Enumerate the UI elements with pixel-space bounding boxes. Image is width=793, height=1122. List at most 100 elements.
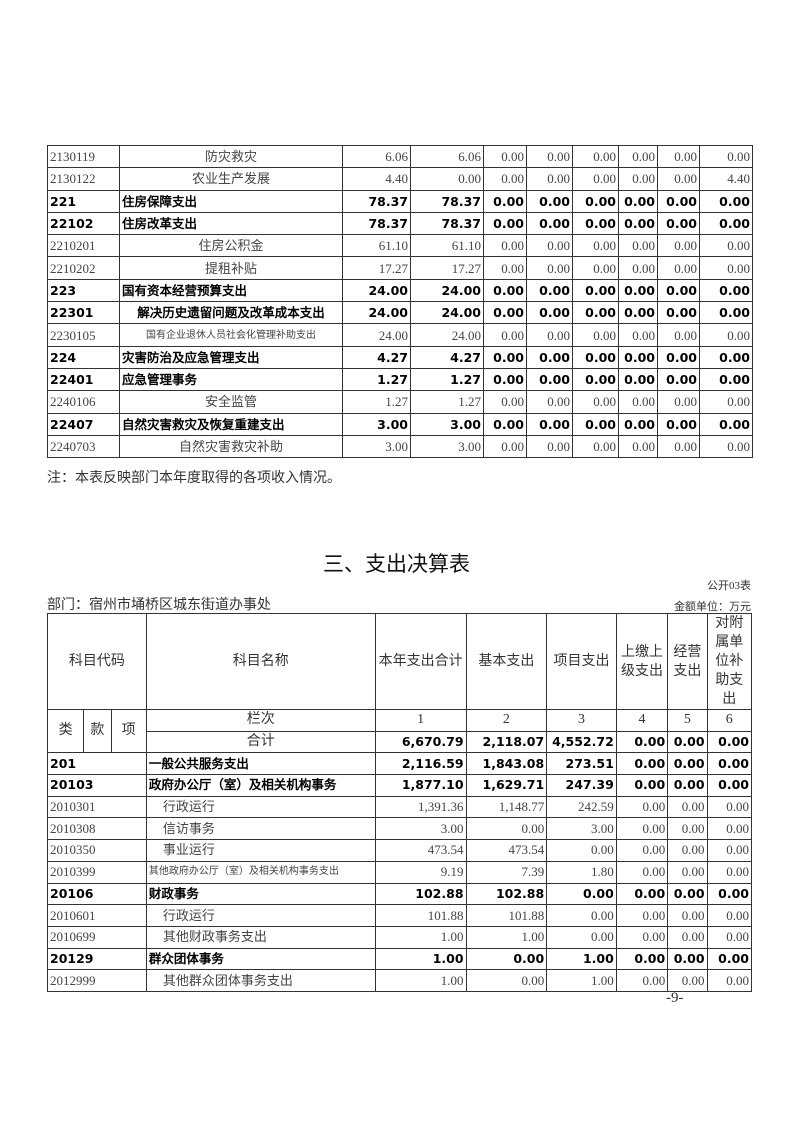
row-value: 0.00 <box>546 925 617 949</box>
row-value: 0.00 <box>657 234 700 258</box>
row-value: 1.80 <box>546 860 617 884</box>
row-value: 0.00 <box>657 167 700 191</box>
row-name: 住房公积金 <box>119 234 343 258</box>
row-value: 0.00 <box>615 817 669 841</box>
row-code: 2012999 <box>47 969 147 992</box>
row-value: 0.00 <box>657 189 700 213</box>
row-value: 0.00 <box>572 367 619 392</box>
row-value: 0.00 <box>572 234 619 258</box>
row-value: 0.00 <box>483 390 527 414</box>
row-value: 0.00 <box>657 144 700 169</box>
table-row: 2012999 其他群众团体事务支出 1.00 0.00 1.00 0.00 0.00 0.0… <box>47 969 753 992</box>
row-value: 0.00 <box>618 211 658 236</box>
row-value: 0.00 <box>667 774 708 797</box>
row-value: 24.00 <box>410 301 484 325</box>
row-code: 2210202 <box>47 256 120 280</box>
row-value: 0.00 <box>657 390 700 414</box>
row-value: 0.00 <box>526 189 573 213</box>
row-value: 0.00 <box>483 301 527 325</box>
row-value: 0.00 <box>483 211 527 236</box>
row-value: 24.00 <box>410 278 484 303</box>
row-code: 22401 <box>47 367 120 392</box>
row-value: 1.00 <box>465 925 548 949</box>
row-value: 0.00 <box>699 434 753 459</box>
row-name: 行政运行 <box>145 904 376 927</box>
row-value: 0.00 <box>615 925 669 949</box>
col-number: 1 <box>374 709 467 732</box>
table-row: 22407 自然灾害救灾及恢复重建支出 3.00 3.00 0.00 0.00 0.00 0.… <box>47 412 753 436</box>
row-value: 0.00 <box>618 256 658 280</box>
row-value: 0.00 <box>546 904 617 927</box>
row-value: 0.00 <box>483 256 527 280</box>
row-value: 0.00 <box>667 860 708 884</box>
row-value: 4.27 <box>342 345 411 369</box>
row-value: 0.00 <box>615 795 669 819</box>
row-value: 0.00 <box>572 301 619 325</box>
row-value: 273.51 <box>546 752 617 776</box>
row-value: 0.00 <box>618 189 658 213</box>
total-value: 4,552.72 <box>546 730 617 754</box>
row-code: 223 <box>47 278 120 303</box>
table-row: 2240106 安全监管 1.27 1.27 0.00 0.00 0.00 0.00 0.00 0… <box>47 390 753 414</box>
row-value: 0.00 <box>706 839 753 862</box>
row-value: 0.00 <box>657 367 700 392</box>
row-value: 0.00 <box>657 301 700 325</box>
header-col: 项目支出 <box>546 613 617 710</box>
table-row: 2210202 提租补贴 17.27 17.27 0.00 0.00 0.00 0.00 0.0… <box>47 256 753 280</box>
row-code: 2130122 <box>47 167 120 191</box>
table-row: 22401 应急管理事务 1.27 1.27 0.00 0.00 0.00 0.00 0.00 0… <box>47 367 753 392</box>
row-value: 473.54 <box>374 839 467 862</box>
row-value: 0.00 <box>615 969 669 992</box>
row-value: 0.00 <box>546 882 617 906</box>
row-value: 0.00 <box>667 817 708 841</box>
row-name: 自然灾害救灾补助 <box>119 434 343 459</box>
row-value: 0.00 <box>618 144 658 169</box>
row-value: 0.00 <box>699 323 753 347</box>
row-value: 0.00 <box>572 412 619 436</box>
row-name: 灾害防治及应急管理支出 <box>119 345 343 369</box>
row-value: 1,843.08 <box>465 752 548 776</box>
row-code: 2130119 <box>47 144 120 169</box>
total-value: 0.00 <box>615 730 669 754</box>
row-value: 0.00 <box>699 278 753 303</box>
row-value: 61.10 <box>410 234 484 258</box>
row-code: 2010350 <box>47 839 147 862</box>
row-value: 0.00 <box>667 795 708 819</box>
row-value: 0.00 <box>410 167 484 191</box>
form-number: 公开03表 <box>707 580 751 592</box>
row-value: 0.00 <box>657 256 700 280</box>
row-value: 0.00 <box>706 795 753 819</box>
row-value: 0.00 <box>667 904 708 927</box>
col-number: 2 <box>465 709 548 732</box>
row-value: 4.40 <box>342 167 411 191</box>
row-value: 0.00 <box>618 167 658 191</box>
row-value: 0.00 <box>615 904 669 927</box>
row-name: 其他财政事务支出 <box>145 925 376 949</box>
table-row: 20103 政府办公厅（室）及相关机构事务 1,877.10 1,629.71 247.… <box>47 774 753 797</box>
header-col: 本年支出合计 <box>374 613 467 710</box>
row-value: 0.00 <box>706 752 753 776</box>
row-value: 0.00 <box>526 323 573 347</box>
row-value: 3.00 <box>374 817 467 841</box>
row-value: 0.00 <box>618 323 658 347</box>
row-value: 7.39 <box>465 860 548 884</box>
row-value: 0.00 <box>618 345 658 369</box>
row-code: 2210201 <box>47 234 120 258</box>
row-value: 78.37 <box>410 189 484 213</box>
row-value: 78.37 <box>342 211 411 236</box>
row-value: 0.00 <box>657 278 700 303</box>
row-value: 0.00 <box>706 860 753 884</box>
total-value: 6,670.79 <box>374 730 467 754</box>
row-value: 0.00 <box>572 167 619 191</box>
row-value: 0.00 <box>572 434 619 459</box>
row-name: 事业运行 <box>145 839 376 862</box>
row-value: 24.00 <box>342 278 411 303</box>
row-value: 0.00 <box>465 969 548 992</box>
table-row: 20106 财政事务 102.88 102.88 0.00 0.00 0.00 0.00 <box>47 882 753 906</box>
row-value: 24.00 <box>410 323 484 347</box>
header-name: 科目名称 <box>145 613 376 710</box>
row-value: 0.00 <box>572 278 619 303</box>
table-row: 2010601 行政运行 101.88 101.88 0.00 0.00 0.00 0.00 <box>47 904 753 927</box>
row-code: 2010399 <box>47 860 147 884</box>
